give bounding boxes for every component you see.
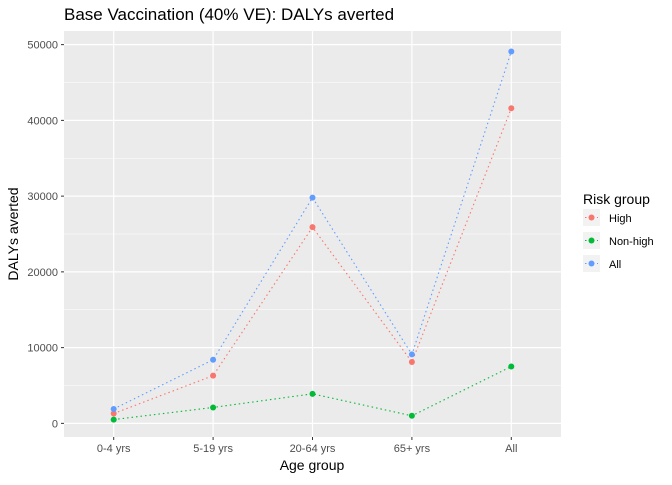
y-tick-label: 40000 (27, 115, 58, 127)
chart-title: Base Vaccination (40% VE): DALYs averted (64, 5, 394, 24)
data-point (508, 363, 515, 370)
legend-key-point (588, 260, 595, 267)
legend-item: Non-high (583, 232, 654, 249)
data-point (508, 105, 515, 112)
legend: Risk group High Non-high All (583, 191, 654, 272)
y-tick-label: 50000 (27, 40, 58, 52)
data-point (408, 412, 415, 419)
data-point (110, 416, 117, 423)
series-layer (110, 48, 515, 423)
y-tick-label: 10000 (27, 343, 58, 355)
y-tick-label: 20000 (27, 267, 58, 279)
y-tick-label: 30000 (27, 191, 58, 203)
x-tick-label: All (505, 443, 517, 455)
data-point (309, 194, 316, 201)
data-point (309, 224, 316, 231)
legend-item: High (583, 209, 632, 226)
y-tick-label: 0 (52, 418, 58, 430)
x-tick-label: 5-19 yrs (193, 443, 233, 455)
y-axis-title: DALYs averted (5, 187, 21, 280)
x-axis-title: Age group (280, 457, 345, 473)
legend-key-point (588, 237, 595, 244)
grid-lines (64, 31, 561, 437)
legend-title: Risk group (583, 191, 650, 207)
axis-layer: 0 10000 20000 30000 40000 50000 0-4 yrs 5-19 yr… (27, 40, 517, 455)
data-point (508, 48, 515, 55)
legend-label: All (609, 259, 621, 271)
data-point (210, 404, 217, 411)
data-point (110, 405, 117, 412)
data-point (408, 351, 415, 358)
data-point (210, 356, 217, 363)
data-point (309, 390, 316, 397)
legend-label: High (609, 213, 632, 225)
data-point (210, 372, 217, 379)
data-point (110, 410, 117, 417)
data-point (408, 359, 415, 366)
x-tick-label: 65+ yrs (394, 443, 431, 455)
x-tick-label: 0-4 yrs (97, 443, 131, 455)
legend-key-point (588, 214, 595, 221)
legend-label: Non-high (609, 236, 654, 248)
x-tick-label: 20-64 yrs (290, 443, 336, 455)
legend-item: All (583, 255, 621, 272)
